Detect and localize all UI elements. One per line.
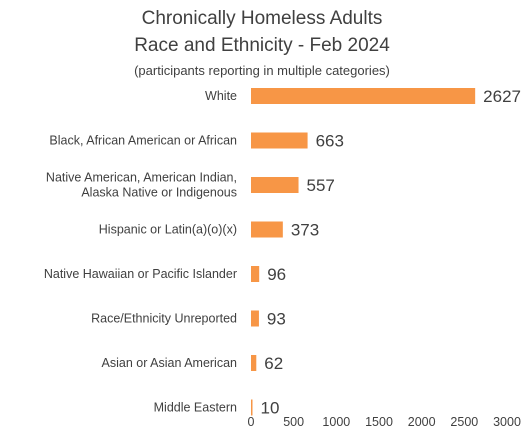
value-labels-layer: 2627 663 557 373 96 93 62 10 <box>261 87 521 418</box>
x-tick-label-5: 2500 <box>450 415 478 429</box>
bar-4 <box>251 266 260 282</box>
x-tick-label-2: 1000 <box>322 415 350 429</box>
category-label-5: Race/Ethnicity Unreported <box>91 312 237 326</box>
value-label-4: 96 <box>267 265 286 284</box>
bar-1 <box>251 132 308 149</box>
bar-2 <box>251 177 299 193</box>
category-labels-layer: White Black, African American or African N… <box>44 89 237 415</box>
category-label-1: Black, African American or African <box>49 134 237 148</box>
value-label-6: 62 <box>264 354 283 373</box>
value-label-0: 2627 <box>483 87 521 106</box>
bar-5 <box>251 310 259 327</box>
category-label-0: White <box>205 89 237 103</box>
x-tick-label-0: 0 <box>248 415 255 429</box>
category-label-2-line-0: Native American, American Indian, <box>46 171 237 185</box>
x-tick-label-1: 500 <box>283 415 304 429</box>
x-tick-label-4: 2000 <box>408 415 436 429</box>
chart-subtitle: (participants reporting in multiple cate… <box>134 63 390 78</box>
x-axis-ticks-layer: 0 500 1000 1500 2000 2500 3000 <box>248 415 521 429</box>
category-label-6: Asian or Asian American <box>102 356 238 370</box>
bars-layer <box>251 88 476 416</box>
bar-0 <box>251 88 476 104</box>
chart-title-line-1: Chronically Homeless Adults <box>142 8 383 29</box>
bar-3 <box>251 221 283 238</box>
value-label-1: 663 <box>316 132 344 151</box>
value-label-7: 10 <box>261 399 280 418</box>
chart-title-line-2: Race and Ethnicity - Feb 2024 <box>134 35 390 56</box>
category-label-2-line-1: Alaska Native or Indigenous <box>81 186 237 200</box>
x-tick-label-6: 3000 <box>493 415 521 429</box>
category-label-7: Middle Eastern <box>154 401 237 415</box>
x-tick-label-3: 1500 <box>365 415 393 429</box>
bar-7 <box>251 399 253 416</box>
value-label-2: 557 <box>307 176 335 195</box>
category-label-3: Hispanic or Latin(a)(o)(x) <box>99 223 237 237</box>
value-label-5: 93 <box>267 310 286 329</box>
value-label-3: 373 <box>291 221 319 240</box>
bar-6 <box>251 355 257 371</box>
category-label-4: Native Hawaiian or Pacific Islander <box>44 267 237 281</box>
